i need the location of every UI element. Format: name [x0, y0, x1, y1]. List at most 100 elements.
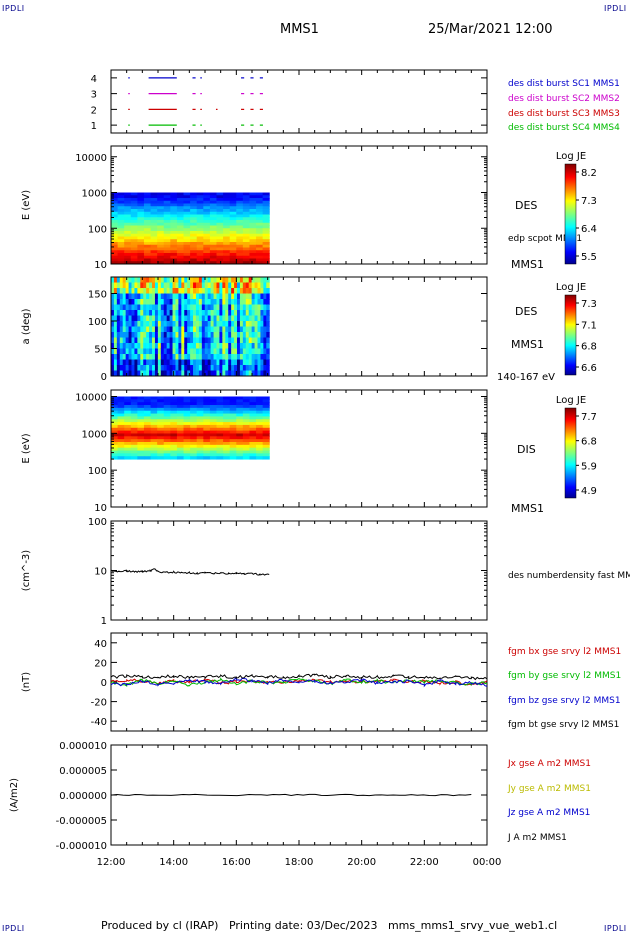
dis-energy-heatmap-cell	[157, 413, 165, 417]
des-energy-heatmap-cell	[143, 250, 152, 254]
dis-energy-heatmap-cell	[249, 442, 257, 446]
dis-energy-heatmap-cell	[176, 430, 185, 434]
des-pitch-heatmap-cell	[125, 359, 130, 366]
des-energy-heatmap-cell	[229, 211, 237, 216]
des-energy-heatmap-cell	[183, 233, 191, 238]
des-pitch-heatmap-cell	[193, 299, 197, 305]
dis-energy-heatmap-cell	[262, 456, 270, 460]
des-energy-heatmap-cell	[209, 250, 217, 254]
des-energy-heatmap-cell	[176, 222, 185, 227]
des-pitch-heatmap-cell	[116, 337, 121, 344]
des-energy-heatmap-cell	[229, 231, 237, 235]
des-energy-heatmap-cell	[124, 253, 132, 257]
des-pitch-heatmap-cell	[204, 337, 209, 344]
des-pitch-heatmap-cell	[175, 326, 179, 333]
des-pitch-heatmap-cell	[181, 310, 185, 316]
dis-energy-heatmap-cell	[124, 410, 132, 415]
dis-energy-heatmap-cell	[176, 419, 185, 423]
des-pitch-heatmap-cell	[190, 277, 194, 283]
des-pitch-heatmap-cell	[254, 365, 259, 371]
des-pitch-heatmap-cell	[154, 299, 159, 305]
des-energy-heatmap-cell	[163, 239, 171, 243]
des-energy-heatmap-cell	[117, 217, 125, 221]
des-energy-heatmap-cell	[137, 253, 145, 257]
des-pitch-heatmap-cell	[193, 370, 197, 377]
des-pitch-heatmap-cell	[210, 299, 215, 305]
des-pitch-heatmap-cell	[254, 310, 259, 316]
des-pitch-heatmap-cell	[154, 321, 159, 327]
panel-6-ytick-label: -0.000010	[56, 841, 107, 852]
des-energy-heatmap-cell	[196, 255, 204, 260]
des-pitch-heatmap-cell	[213, 348, 217, 355]
des-pitch-heatmap-cell	[237, 282, 241, 289]
dis-energy-heatmap-cell	[163, 436, 171, 440]
des-pitch-heatmap-cell	[257, 321, 261, 327]
des-energy-heatmap-cell	[150, 236, 158, 240]
des-energy-heatmap-cell	[216, 247, 224, 251]
dis-energy-heatmap-cell	[150, 422, 158, 426]
des-pitch-heatmap-cell	[166, 337, 171, 344]
panel-0-frame	[110, 69, 488, 134]
des-energy-heatmap-cell	[203, 203, 211, 207]
dis-energy-heatmap-cell	[262, 410, 270, 415]
des-pitch-heatmap-cell	[116, 315, 121, 322]
des-pitch-heatmap-cell	[146, 359, 150, 366]
panel-5-ytick-label: -20	[91, 698, 107, 709]
dis-energy-heatmap-cell	[242, 396, 250, 400]
des-pitch-heatmap-cell	[111, 326, 115, 333]
des-energy-heatmap-cell	[229, 258, 237, 262]
des-energy-heatmap-cell	[223, 195, 231, 199]
des-pitch-heatmap-cell	[248, 315, 253, 322]
des-energy-heatmap-cell	[229, 217, 237, 221]
des-pitch-heatmap-cell	[251, 299, 256, 305]
des-pitch-heatmap-cell	[210, 365, 215, 371]
des-pitch-heatmap-cell	[254, 282, 259, 289]
des-energy-heatmap-cell	[130, 255, 138, 260]
dis-energy-heatmap-cell	[216, 427, 224, 432]
des-pitch-heatmap-cell	[263, 348, 267, 355]
des-energy-heatmap-cell	[262, 195, 270, 199]
des-energy-heatmap-cell	[229, 253, 237, 257]
des-pitch-heatmap-cell	[234, 348, 238, 355]
dis-energy-heatmap-cell	[190, 436, 198, 440]
des-energy-heatmap-cell	[216, 225, 224, 229]
dis-energy-heatmap-cell	[203, 442, 211, 446]
des-energy-heatmap-cell	[223, 228, 231, 232]
des-pitch-heatmap-cell	[116, 343, 121, 349]
des-energy-heatmap-cell	[170, 250, 178, 254]
dis-energy-heatmap-cell	[209, 433, 217, 437]
des-pitch-heatmap-cell	[251, 321, 256, 327]
des-energy-heatmap-cell	[262, 220, 270, 224]
des-energy-heatmap-cell	[150, 242, 158, 246]
dis-energy-heatmap-cell	[176, 405, 185, 409]
des-energy-heatmap-cell	[143, 258, 152, 262]
des-energy-heatmap-cell	[223, 250, 231, 254]
des-pitch-heatmap-cell	[149, 277, 153, 283]
des-pitch-heatmap-cell	[231, 332, 235, 338]
des-energy-heatmap-cell	[183, 209, 191, 213]
des-pitch-heatmap-cell	[225, 370, 229, 377]
des-energy-heatmap-cell	[137, 250, 145, 254]
des-pitch-heatmap-cell	[219, 288, 223, 294]
dis-energy-heatmap-cell	[256, 433, 264, 437]
des-pitch-heatmap-cell	[172, 365, 176, 371]
des-energy-heatmap-cell	[183, 225, 191, 229]
des-pitch-heatmap-cell	[245, 310, 250, 316]
des-pitch-heatmap-cell	[111, 359, 115, 366]
des-energy-heatmap-cell	[229, 214, 237, 218]
des-pitch-heatmap-cell	[140, 288, 144, 294]
des-energy-heatmap-cell	[183, 261, 191, 265]
des-pitch-heatmap-cell	[198, 365, 203, 371]
des-energy-heatmap-cell	[223, 233, 231, 238]
des-energy-heatmap-cell	[223, 255, 231, 260]
des-energy-heatmap-cell	[170, 211, 178, 216]
des-pitch-heatmap-cell	[169, 354, 174, 360]
panel-2-ytick-label: 150	[88, 290, 107, 301]
des-energy-heatmap-cell	[249, 244, 257, 249]
des-pitch-heatmap-cell	[198, 293, 203, 300]
dis-energy-heatmap-cell	[150, 416, 158, 420]
des-energy-heatmap-cell	[176, 255, 185, 260]
des-energy-heatmap-cell	[236, 261, 244, 265]
des-pitch-heatmap-cell	[242, 332, 247, 338]
des-energy-heatmap-cell	[262, 244, 270, 249]
